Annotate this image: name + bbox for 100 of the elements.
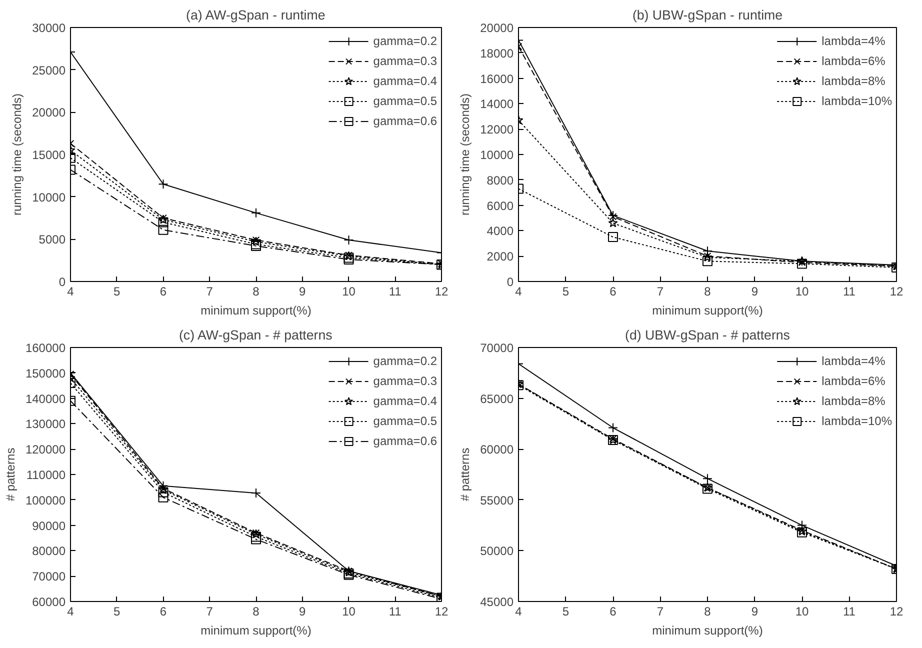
x-tick-label: 12 xyxy=(434,604,448,618)
y-tick-label: 8000 xyxy=(486,173,514,188)
y-tick-label: 10000 xyxy=(32,190,66,204)
y-tick-label: 25000 xyxy=(32,63,66,78)
legend-label: lambda=6% xyxy=(822,374,886,388)
legend-label: gamma=0.5 xyxy=(373,414,437,428)
x-tick-label: 10 xyxy=(342,604,356,618)
x-tick-label: 10 xyxy=(795,604,809,618)
x-tick-label: 7 xyxy=(656,284,664,298)
y-tick-label: 110000 xyxy=(26,468,66,482)
x-tick-label: 8 xyxy=(252,284,260,298)
y-tick-label: 2000 xyxy=(486,250,514,264)
legend-label: lambda=8% xyxy=(822,74,886,88)
y-tick-label: 20000 xyxy=(32,106,66,120)
x-axis-title: minimum support(%) xyxy=(200,304,312,318)
y-tick-label: 90000 xyxy=(32,518,66,533)
y-tick-label: 55000 xyxy=(480,493,514,508)
y-tick-label: 12000 xyxy=(480,122,514,137)
x-tick-label: 6 xyxy=(610,604,617,618)
y-tick-label: 150000 xyxy=(25,366,66,380)
y-tick-label: 80000 xyxy=(32,544,66,558)
legend-label: gamma=0.6 xyxy=(373,434,437,448)
y-tick-label: 4000 xyxy=(486,224,514,238)
legend-label: lambda=4% xyxy=(822,354,886,368)
legend-label: gamma=0.5 xyxy=(373,94,437,108)
x-tick-label: 5 xyxy=(562,604,570,618)
x-tick-label: 12 xyxy=(890,284,904,298)
x-tick-label: 12 xyxy=(434,284,448,298)
x-tick-label: 9 xyxy=(299,284,306,298)
y-tick-label: 16000 xyxy=(480,72,514,86)
y-tick-label: 6000 xyxy=(486,198,514,213)
y-tick-label: 45000 xyxy=(480,595,514,609)
legend-label: lambda=10% xyxy=(822,414,892,428)
x-axis-title: minimum support(%) xyxy=(652,624,763,638)
x-tick-label: 6 xyxy=(610,284,617,298)
x-tick-label: 4 xyxy=(515,284,522,298)
y-tick-label: 60000 xyxy=(480,442,514,457)
x-tick-label: 10 xyxy=(795,284,809,298)
x-tick-label: 11 xyxy=(388,604,402,618)
legend-label: lambda=8% xyxy=(822,394,886,408)
x-tick-label: 5 xyxy=(114,604,121,618)
legend-label: lambda=6% xyxy=(822,54,886,68)
chart-title: (d) UBW-gSpan - # patterns xyxy=(625,328,790,342)
x-tick-label: 5 xyxy=(562,284,570,298)
legend-label: gamma=0.4 xyxy=(373,74,437,88)
x-tick-label: 4 xyxy=(67,604,74,618)
x-tick-label: 9 xyxy=(751,284,758,298)
y-tick-label: 60000 xyxy=(32,595,66,609)
legend-label: lambda=10% xyxy=(822,94,892,108)
legend-label: gamma=0.2 xyxy=(373,354,437,368)
x-tick-label: 10 xyxy=(342,284,356,298)
x-tick-label: 9 xyxy=(751,604,758,618)
x-tick-label: 7 xyxy=(206,604,214,618)
x-tick-label: 12 xyxy=(890,604,904,618)
y-tick-label: 30000 xyxy=(32,21,66,35)
y-tick-label: 18000 xyxy=(480,46,514,60)
chart-title: (a) AW-gSpan - runtime xyxy=(186,8,326,22)
x-tick-label: 9 xyxy=(299,604,306,618)
x-axis-title: minimum support(%) xyxy=(200,624,312,638)
y-tick-label: 0 xyxy=(506,275,514,289)
x-tick-label: 11 xyxy=(388,284,402,298)
y-tick-label: 20000 xyxy=(480,21,514,35)
x-tick-label: 5 xyxy=(114,284,121,298)
y-tick-label: 50000 xyxy=(480,544,514,558)
x-tick-label: 11 xyxy=(843,284,856,298)
legend-label: gamma=0.2 xyxy=(373,34,437,48)
y-axis-title: # patterns xyxy=(3,448,18,502)
y-tick-label: 70000 xyxy=(480,341,514,355)
y-tick-label: 0 xyxy=(58,275,66,289)
chart-title: (c) AW-gSpan - # patterns xyxy=(178,328,333,342)
x-tick-label: 8 xyxy=(704,284,712,298)
y-tick-label: 65000 xyxy=(480,392,514,406)
y-tick-label: 15000 xyxy=(32,148,66,162)
y-tick-label: 160000 xyxy=(25,341,66,355)
x-tick-label: 4 xyxy=(67,284,74,298)
x-tick-label: 7 xyxy=(206,284,214,298)
legend-label: gamma=0.4 xyxy=(373,394,437,408)
y-tick-label: 140000 xyxy=(25,392,66,406)
x-tick-label: 8 xyxy=(252,604,260,618)
y-tick-label: 130000 xyxy=(25,417,66,432)
chart-title: (b) UBW-gSpan - runtime xyxy=(632,8,783,22)
x-axis-title: minimum support(%) xyxy=(652,304,763,318)
legend-label: gamma=0.6 xyxy=(373,114,437,128)
legend-label: lambda=4% xyxy=(822,34,886,48)
y-tick-label: 5000 xyxy=(38,232,66,247)
x-tick-label: 6 xyxy=(160,284,167,298)
legend-label: gamma=0.3 xyxy=(373,374,437,388)
x-tick-label: 7 xyxy=(656,604,664,618)
x-tick-label: 11 xyxy=(843,604,856,618)
x-tick-label: 8 xyxy=(704,604,712,618)
y-axis-title: # patterns xyxy=(458,448,472,502)
legend-label: gamma=0.3 xyxy=(373,54,437,68)
y-tick-label: 100000 xyxy=(25,493,66,508)
x-tick-label: 6 xyxy=(160,604,167,618)
x-tick-label: 4 xyxy=(515,604,522,618)
y-tick-label: 70000 xyxy=(32,570,66,584)
y-tick-label: 14000 xyxy=(480,97,514,112)
y-axis-title: running time (seconds) xyxy=(458,93,472,216)
y-axis-title: running time (seconds) xyxy=(10,93,24,216)
y-tick-label: 120000 xyxy=(25,442,66,457)
